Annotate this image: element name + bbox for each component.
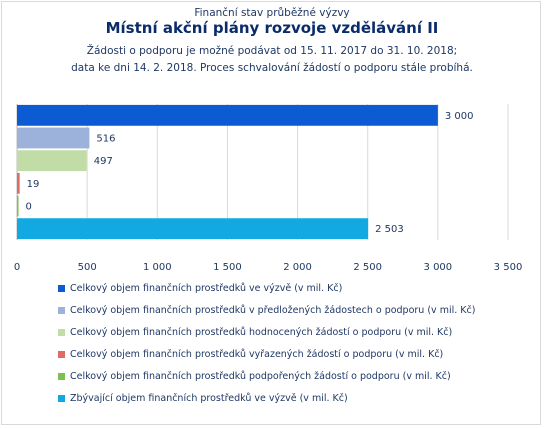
chart-subtitle-line-2: data ke dni 14. 2. 2018. Proces schvalov… [71,62,473,74]
x-tick-label-1000: 1 000 [143,262,172,273]
data-label-4: 19 [27,179,40,190]
chart-pretitle: Finanční stav průběžné výzvy [194,7,350,19]
chart-subtitle-line-1: Žádosti o podporu je možné podávat od 15… [86,45,458,57]
legend-swatch-5 [58,373,65,380]
data-label-2: 516 [96,134,115,145]
data-label-3: 497 [94,156,113,167]
legend-swatch-4 [58,351,65,358]
legend-label-4: Celkový objem finančních prostředků vyřa… [70,349,444,360]
legend-swatch-3 [58,329,65,336]
legend-label-5: Celkový objem finančních prostředků podp… [70,371,451,382]
legend-label-1: Celkový objem finančních prostředků ve v… [70,283,343,294]
legend-swatch-2 [58,307,65,314]
data-label-6: 2 503 [375,224,404,235]
legend-label-3: Celkový objem finančních prostředků hodn… [70,327,453,338]
x-tick-label-2000: 2 000 [283,262,312,273]
bar-6 [17,218,369,240]
bar-3 [17,150,87,172]
data-label-1: 3 000 [445,111,474,122]
legend-swatch-1 [58,285,65,292]
legend-swatch-6 [58,395,65,402]
chart-title: Místní akční plány rozvoje vzdělávání II [105,19,439,37]
x-tick-label-0: 0 [14,262,20,273]
bar-5 [17,195,19,217]
bar-1 [17,104,438,126]
x-tick-label-3000: 3 000 [424,262,453,273]
x-tick-label-2500: 2 500 [353,262,382,273]
legend-label-2: Celkový objem finančních prostředků v př… [70,305,476,316]
x-tick-label-1500: 1 500 [213,262,242,273]
bar-2 [17,127,90,149]
legend-label-6: Zbývající objem finančních prostředků ve… [70,393,348,404]
x-tick-label-3500: 3 500 [494,262,523,273]
data-label-5: 0 [26,202,32,213]
bar-4 [17,172,20,194]
x-tick-label-500: 500 [78,262,97,273]
